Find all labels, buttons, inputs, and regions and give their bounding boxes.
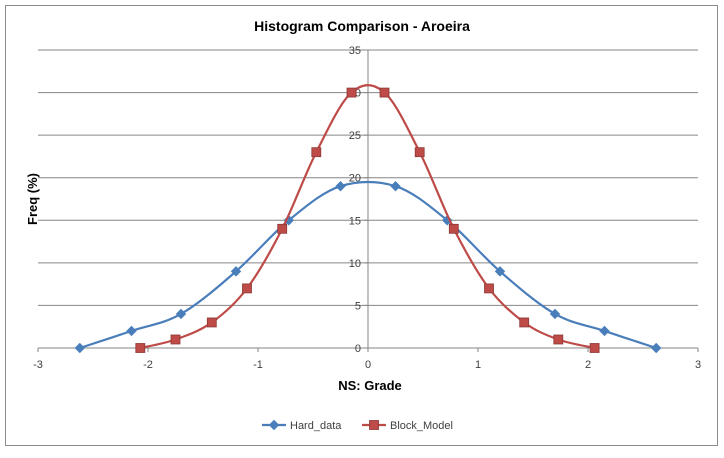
legend: Hard_data Block_Model: [262, 419, 453, 432]
legend-label-block-model: Block_Model: [390, 420, 453, 432]
y-tick-label: 15: [349, 215, 361, 227]
data-point-hard-data: [549, 308, 561, 320]
series-group: [74, 84, 662, 354]
legend-item-hard-data: Hard_data: [262, 419, 342, 432]
data-point-block-model: [277, 223, 288, 234]
series-block-model: [135, 84, 600, 353]
data-point-block-model: [379, 87, 390, 98]
legend-label-hard-data: Hard_data: [290, 420, 342, 432]
x-tick-label: 2: [585, 359, 591, 371]
data-point-hard-data: [74, 342, 86, 354]
data-point-hard-data: [230, 266, 242, 277]
series-line-block-model: [140, 84, 595, 350]
data-point-block-model: [346, 87, 357, 98]
chart-border: [5, 5, 718, 446]
data-point-hard-data: [650, 342, 662, 354]
data-point-hard-data: [599, 325, 610, 337]
x-tick-label: -2: [143, 359, 153, 371]
data-point-hard-data: [175, 308, 187, 320]
data-point-block-model: [311, 147, 322, 158]
y-tick-label: 35: [349, 45, 361, 57]
data-point-block-model: [448, 223, 459, 234]
x-tick-label: 1: [475, 359, 481, 371]
data-point-block-model: [135, 343, 146, 353]
x-tick-label: 0: [365, 359, 371, 371]
x-tick-label: -3: [33, 359, 43, 371]
data-point-hard-data: [494, 266, 506, 277]
y-tick-label: 0: [355, 343, 361, 355]
series-hard-data: [74, 180, 662, 354]
legend-marker-block-model: [369, 420, 379, 430]
data-point-block-model: [242, 283, 252, 294]
data-point-block-model: [414, 147, 425, 158]
y-tick-label: 10: [349, 258, 361, 270]
x-tick-label: 3: [695, 359, 701, 371]
data-point-block-model: [170, 334, 181, 345]
legend-marker-hard-data: [268, 419, 280, 431]
data-point-hard-data: [390, 181, 401, 192]
x-axis-title: NS: Grade: [338, 378, 402, 393]
data-point-hard-data: [126, 325, 137, 337]
y-axis-title: Freq (%): [25, 173, 40, 225]
data-point-block-model: [553, 334, 564, 345]
x-tick-label: -1: [253, 359, 263, 371]
chart-title: Histogram Comparison - Aroeira: [254, 18, 470, 34]
axes: [37, 49, 699, 352]
legend-item-block-model: Block_Model: [362, 420, 453, 432]
data-point-block-model: [519, 317, 530, 328]
y-tick-label: 25: [349, 130, 361, 142]
y-tick-label: 5: [355, 300, 361, 312]
data-point-hard-data: [335, 181, 346, 192]
data-point-block-model: [589, 343, 600, 353]
data-point-block-model: [206, 317, 217, 328]
data-point-block-model: [484, 283, 494, 294]
